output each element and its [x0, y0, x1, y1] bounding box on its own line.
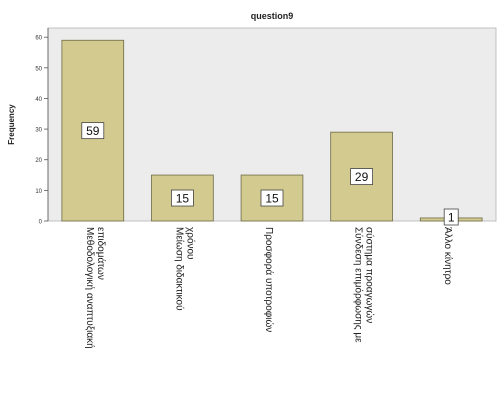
- data-label-text: 59: [86, 124, 100, 138]
- x-tick-label: Άλλο κίνητρο: [442, 227, 454, 285]
- data-label-text: 29: [355, 170, 369, 184]
- svg-text:Μείωση διδακτικού: Μείωση διδακτικού: [173, 227, 185, 311]
- svg-text:Άλλο κίνητρο: Άλλο κίνητρο: [442, 227, 454, 285]
- x-tick-label: Σύνδεση επιμόρφωσης με σύστημα προαγωγών: [353, 227, 376, 343]
- x-tick-label: Μείωση διδακτικού χρόνου: [173, 227, 196, 311]
- chart-title: question9: [251, 11, 294, 21]
- svg-text:σύστημα προαγωγών: σύστημα προαγωγών: [364, 227, 376, 323]
- y-tick-label: 40: [35, 97, 42, 103]
- y-tick-label: 20: [35, 158, 42, 164]
- data-label-text: 15: [265, 192, 279, 206]
- data-label: 1: [443, 208, 459, 226]
- y-tick-label: 0: [39, 220, 43, 226]
- svg-text:Σύνδεση επιμόρφωσης με: Σύνδεση επιμόρφωσης με: [353, 227, 365, 343]
- bars: 59 15 15 29 1: [61, 39, 483, 226]
- data-label: 15: [260, 189, 284, 207]
- data-label: 29: [350, 168, 374, 185]
- svg-text:χρόνου: χρόνου: [184, 227, 196, 260]
- y-axis-title: Frequency: [7, 104, 16, 145]
- x-tick-label: Προσφορά υποτροφιών: [263, 227, 275, 332]
- x-tick-label: Μεθοδολογική αναπτυξιακή επιδομάτων: [84, 227, 107, 349]
- bar: [240, 174, 304, 222]
- y-axis: 0 10 20 30 40 50 60: [35, 28, 49, 226]
- y-tick-label: 10: [35, 189, 42, 195]
- svg-text:επιδομάτων: επιδομάτων: [95, 227, 107, 280]
- svg-text:Προσφορά υποτροφιών: Προσφορά υποτροφιών: [263, 227, 275, 332]
- x-axis-labels: Μεθοδολογική αναπτυξιακή επιδομάτων Μείωση…: [84, 227, 454, 349]
- data-label: 59: [81, 122, 105, 140]
- y-tick-label: 30: [35, 128, 42, 134]
- y-tick-label: 60: [35, 36, 42, 42]
- svg-text:Μεθοδολογική αναπτυξιακή: Μεθοδολογική αναπτυξιακή: [84, 227, 96, 349]
- y-tick-label: 50: [35, 66, 42, 72]
- data-label: 15: [170, 189, 194, 207]
- data-label-text: 15: [176, 192, 190, 206]
- data-label-text: 1: [448, 211, 455, 225]
